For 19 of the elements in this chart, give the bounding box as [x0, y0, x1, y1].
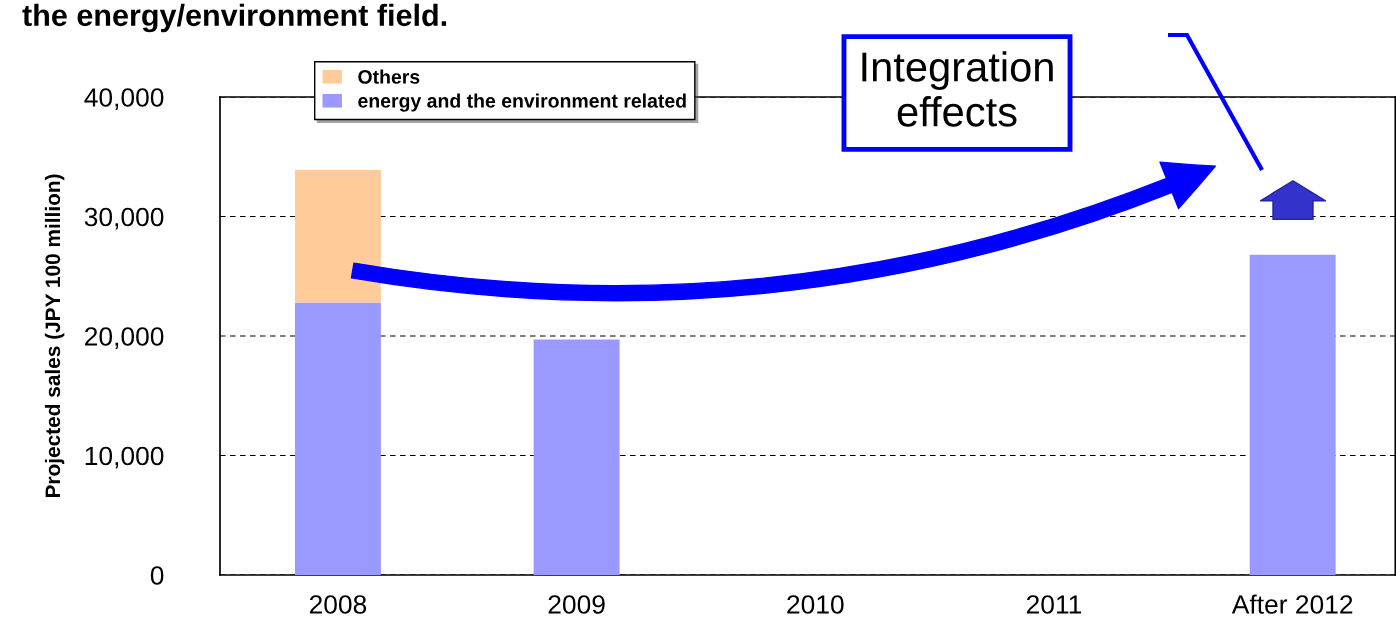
- x-tick-label: 2009: [548, 595, 605, 614]
- x-tick-label: 2008: [309, 595, 367, 614]
- bar: [294, 302, 381, 575]
- bar: [1249, 254, 1336, 575]
- x-tick-label: After 2012: [1231, 594, 1353, 614]
- y-tick-label: 30,000: [84, 207, 164, 230]
- legend-label: Others: [358, 69, 420, 84]
- bar: [533, 339, 620, 575]
- y-tick-label: 20,000: [85, 327, 164, 349]
- bar: [294, 169, 381, 303]
- x-tick-label: 2010: [787, 595, 844, 614]
- annotation: Integration effects: [862, 51, 1053, 127]
- x-tick-label: 2011: [1026, 595, 1082, 614]
- y-tick-label: 0: [150, 566, 164, 585]
- y-tick-label: 10,000: [85, 446, 164, 469]
- legend-label: energy and the environment related: [358, 93, 686, 112]
- y-tick-label: 40,000: [84, 88, 164, 110]
- chart-title: the energy/environment field.: [22, 3, 447, 33]
- y-axis-title: Projected sales (JPY 100 million): [44, 174, 65, 498]
